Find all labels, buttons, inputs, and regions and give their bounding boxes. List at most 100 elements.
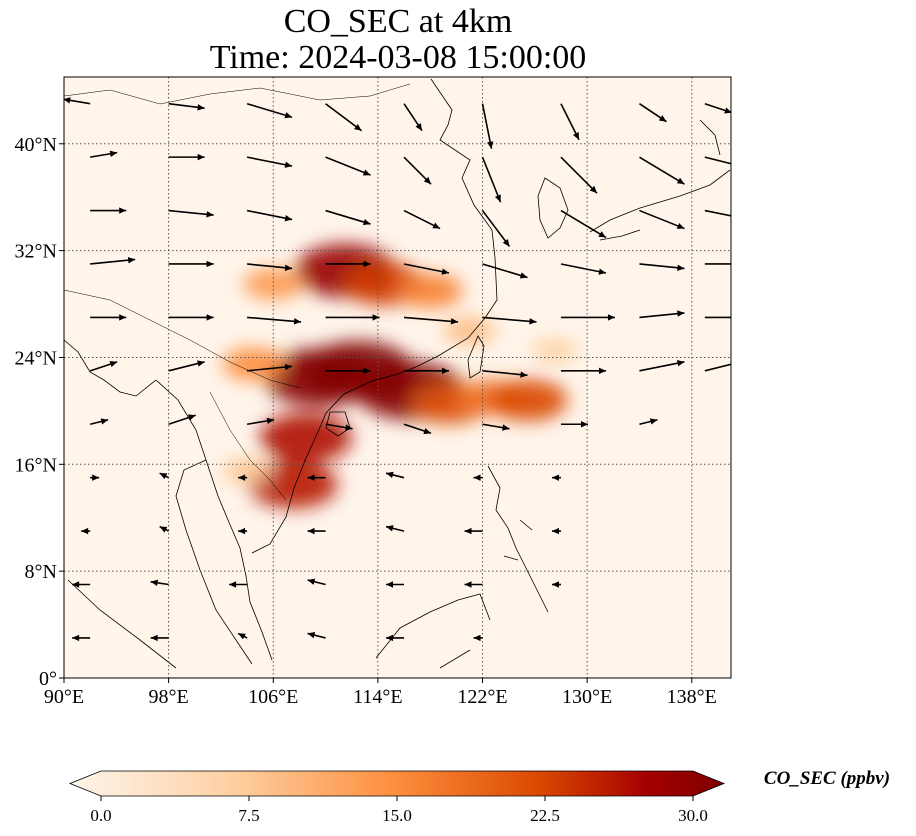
wind-arrow-59 bbox=[482, 423, 510, 431]
wind-arrow-32 bbox=[482, 263, 528, 279]
wind-arrow-75 bbox=[551, 527, 561, 535]
coastline-malay-peninsula bbox=[185, 529, 253, 665]
wind-arrow-3 bbox=[325, 103, 363, 132]
wind-arrow-43 bbox=[639, 310, 685, 319]
wind-arrow-72 bbox=[307, 527, 326, 535]
wind-arrow-50 bbox=[482, 370, 528, 378]
wind-arrow-53 bbox=[704, 363, 731, 372]
wind-arrow-81 bbox=[464, 581, 483, 588]
wind-arrow-52 bbox=[639, 360, 685, 372]
colorbar-tick-label: 22.5 bbox=[530, 806, 560, 825]
colorbar-tick-label: 15.0 bbox=[382, 806, 412, 825]
coastline-taiwan bbox=[467, 335, 485, 379]
wind-arrow-55 bbox=[168, 414, 196, 426]
coastline-korea bbox=[537, 177, 569, 239]
wind-arrow-56 bbox=[246, 417, 275, 426]
coastline-sumatra bbox=[67, 579, 177, 669]
colorbar-tick-label: 7.5 bbox=[238, 806, 259, 825]
wind-arrow-42 bbox=[560, 314, 615, 321]
wind-arrow-79 bbox=[307, 578, 326, 586]
co-plume-12 bbox=[222, 347, 285, 381]
wind-arrow-25 bbox=[639, 209, 685, 230]
wind-arrow-24 bbox=[560, 209, 607, 239]
wind-arrow-7 bbox=[639, 103, 667, 123]
coastline-philippines bbox=[487, 465, 549, 613]
lat-tick-label: 40°N bbox=[15, 134, 57, 156]
wind-arrow-17 bbox=[704, 156, 731, 165]
wind-arrow-29 bbox=[247, 263, 293, 271]
wind-arrow-84 bbox=[150, 634, 169, 642]
wind-arrow-28 bbox=[168, 260, 214, 268]
lon-tick-label: 138°E bbox=[667, 686, 717, 708]
wind-arrow-20 bbox=[246, 209, 293, 222]
colorbar: 0.0 7.5 15.0 22.5 30.0 bbox=[68, 770, 726, 825]
wind-arrow-85 bbox=[237, 632, 248, 640]
wind-arrow-45 bbox=[89, 361, 118, 372]
wind-arrow-19 bbox=[168, 209, 214, 218]
coastline-hainan bbox=[325, 411, 351, 437]
coastline-borneo bbox=[375, 593, 491, 669]
wind-arrow-69 bbox=[81, 527, 91, 535]
wind-arrow-76 bbox=[72, 581, 91, 588]
wind-arrow-51 bbox=[560, 367, 606, 375]
co-concentration-field bbox=[222, 243, 578, 509]
wind-arrow-60 bbox=[560, 421, 588, 428]
map-time-subtitle: Time: 2024-03-08 15:00:00 bbox=[209, 39, 587, 76]
co-plume-6 bbox=[243, 268, 304, 300]
wind-arrow-36 bbox=[90, 314, 127, 321]
wind-arrow-83 bbox=[72, 634, 91, 642]
wind-arrow-37 bbox=[168, 314, 214, 321]
wind-arrow-22 bbox=[403, 209, 441, 230]
wind-arrow-71 bbox=[238, 527, 248, 535]
wind-arrow-34 bbox=[639, 263, 685, 271]
wind-arrow-70 bbox=[159, 525, 169, 533]
colorbar-tick-label: 0.0 bbox=[90, 806, 111, 825]
colorbar-label: CO_SEC (ppbv) bbox=[763, 768, 891, 789]
wind-arrow-1 bbox=[168, 102, 205, 111]
wind-arrow-0 bbox=[64, 97, 91, 105]
wind-arrow-63 bbox=[159, 472, 169, 480]
wind-arrow-47 bbox=[247, 363, 293, 372]
colorbar-tick-label: 30.0 bbox=[678, 806, 708, 825]
border-china-south bbox=[64, 289, 301, 389]
lat-tick-label: 24°N bbox=[15, 347, 57, 369]
wind-arrow-10 bbox=[168, 153, 205, 161]
lat-tick-label: 16°N bbox=[15, 454, 57, 476]
wind-arrow-27 bbox=[90, 256, 136, 265]
colorbar-ticks: 0.0 7.5 15.0 22.5 30.0 bbox=[90, 796, 708, 825]
wind-arrow-54 bbox=[89, 418, 109, 426]
wind-arrow-49 bbox=[404, 367, 450, 375]
wind-arrow-33 bbox=[560, 263, 607, 275]
wind-arrow-30 bbox=[325, 260, 371, 268]
wind-arrow-40 bbox=[403, 316, 459, 325]
wind-arrow-57 bbox=[325, 423, 353, 431]
wind-arrow-41 bbox=[482, 316, 537, 325]
wind-arrow-8 bbox=[704, 102, 731, 114]
wind-arrow-78 bbox=[229, 581, 248, 588]
wind-arrow-86 bbox=[307, 632, 326, 639]
wind-arrow-67 bbox=[473, 474, 483, 481]
wind-arrow-18 bbox=[90, 207, 127, 214]
border-indochina bbox=[209, 391, 287, 501]
co-plume-5 bbox=[397, 273, 463, 309]
wind-arrow-16 bbox=[639, 156, 685, 185]
lon-tick-label: 122°E bbox=[457, 686, 507, 708]
lat-tick-label: 8°N bbox=[25, 561, 57, 583]
wind-arrow-68 bbox=[551, 474, 561, 481]
wind-arrow-58 bbox=[403, 423, 432, 435]
wind-arrow-62 bbox=[90, 474, 100, 481]
wind-arrow-73 bbox=[385, 525, 405, 532]
co-plume-15 bbox=[222, 457, 272, 485]
wind-arrow-35 bbox=[704, 263, 731, 265]
wind-arrow-74 bbox=[464, 527, 483, 535]
border-china-north bbox=[64, 83, 411, 105]
wind-arrow-77 bbox=[150, 579, 169, 587]
wind-arrow-6 bbox=[560, 103, 580, 141]
lat-tick-label: 32°N bbox=[15, 241, 57, 263]
wind-arrow-4 bbox=[403, 103, 423, 132]
lon-tick-label: 98°E bbox=[149, 686, 189, 708]
colorbar-bar bbox=[68, 770, 726, 797]
lon-tick-label: 90°E bbox=[44, 686, 84, 708]
coastline-japan bbox=[589, 119, 731, 241]
